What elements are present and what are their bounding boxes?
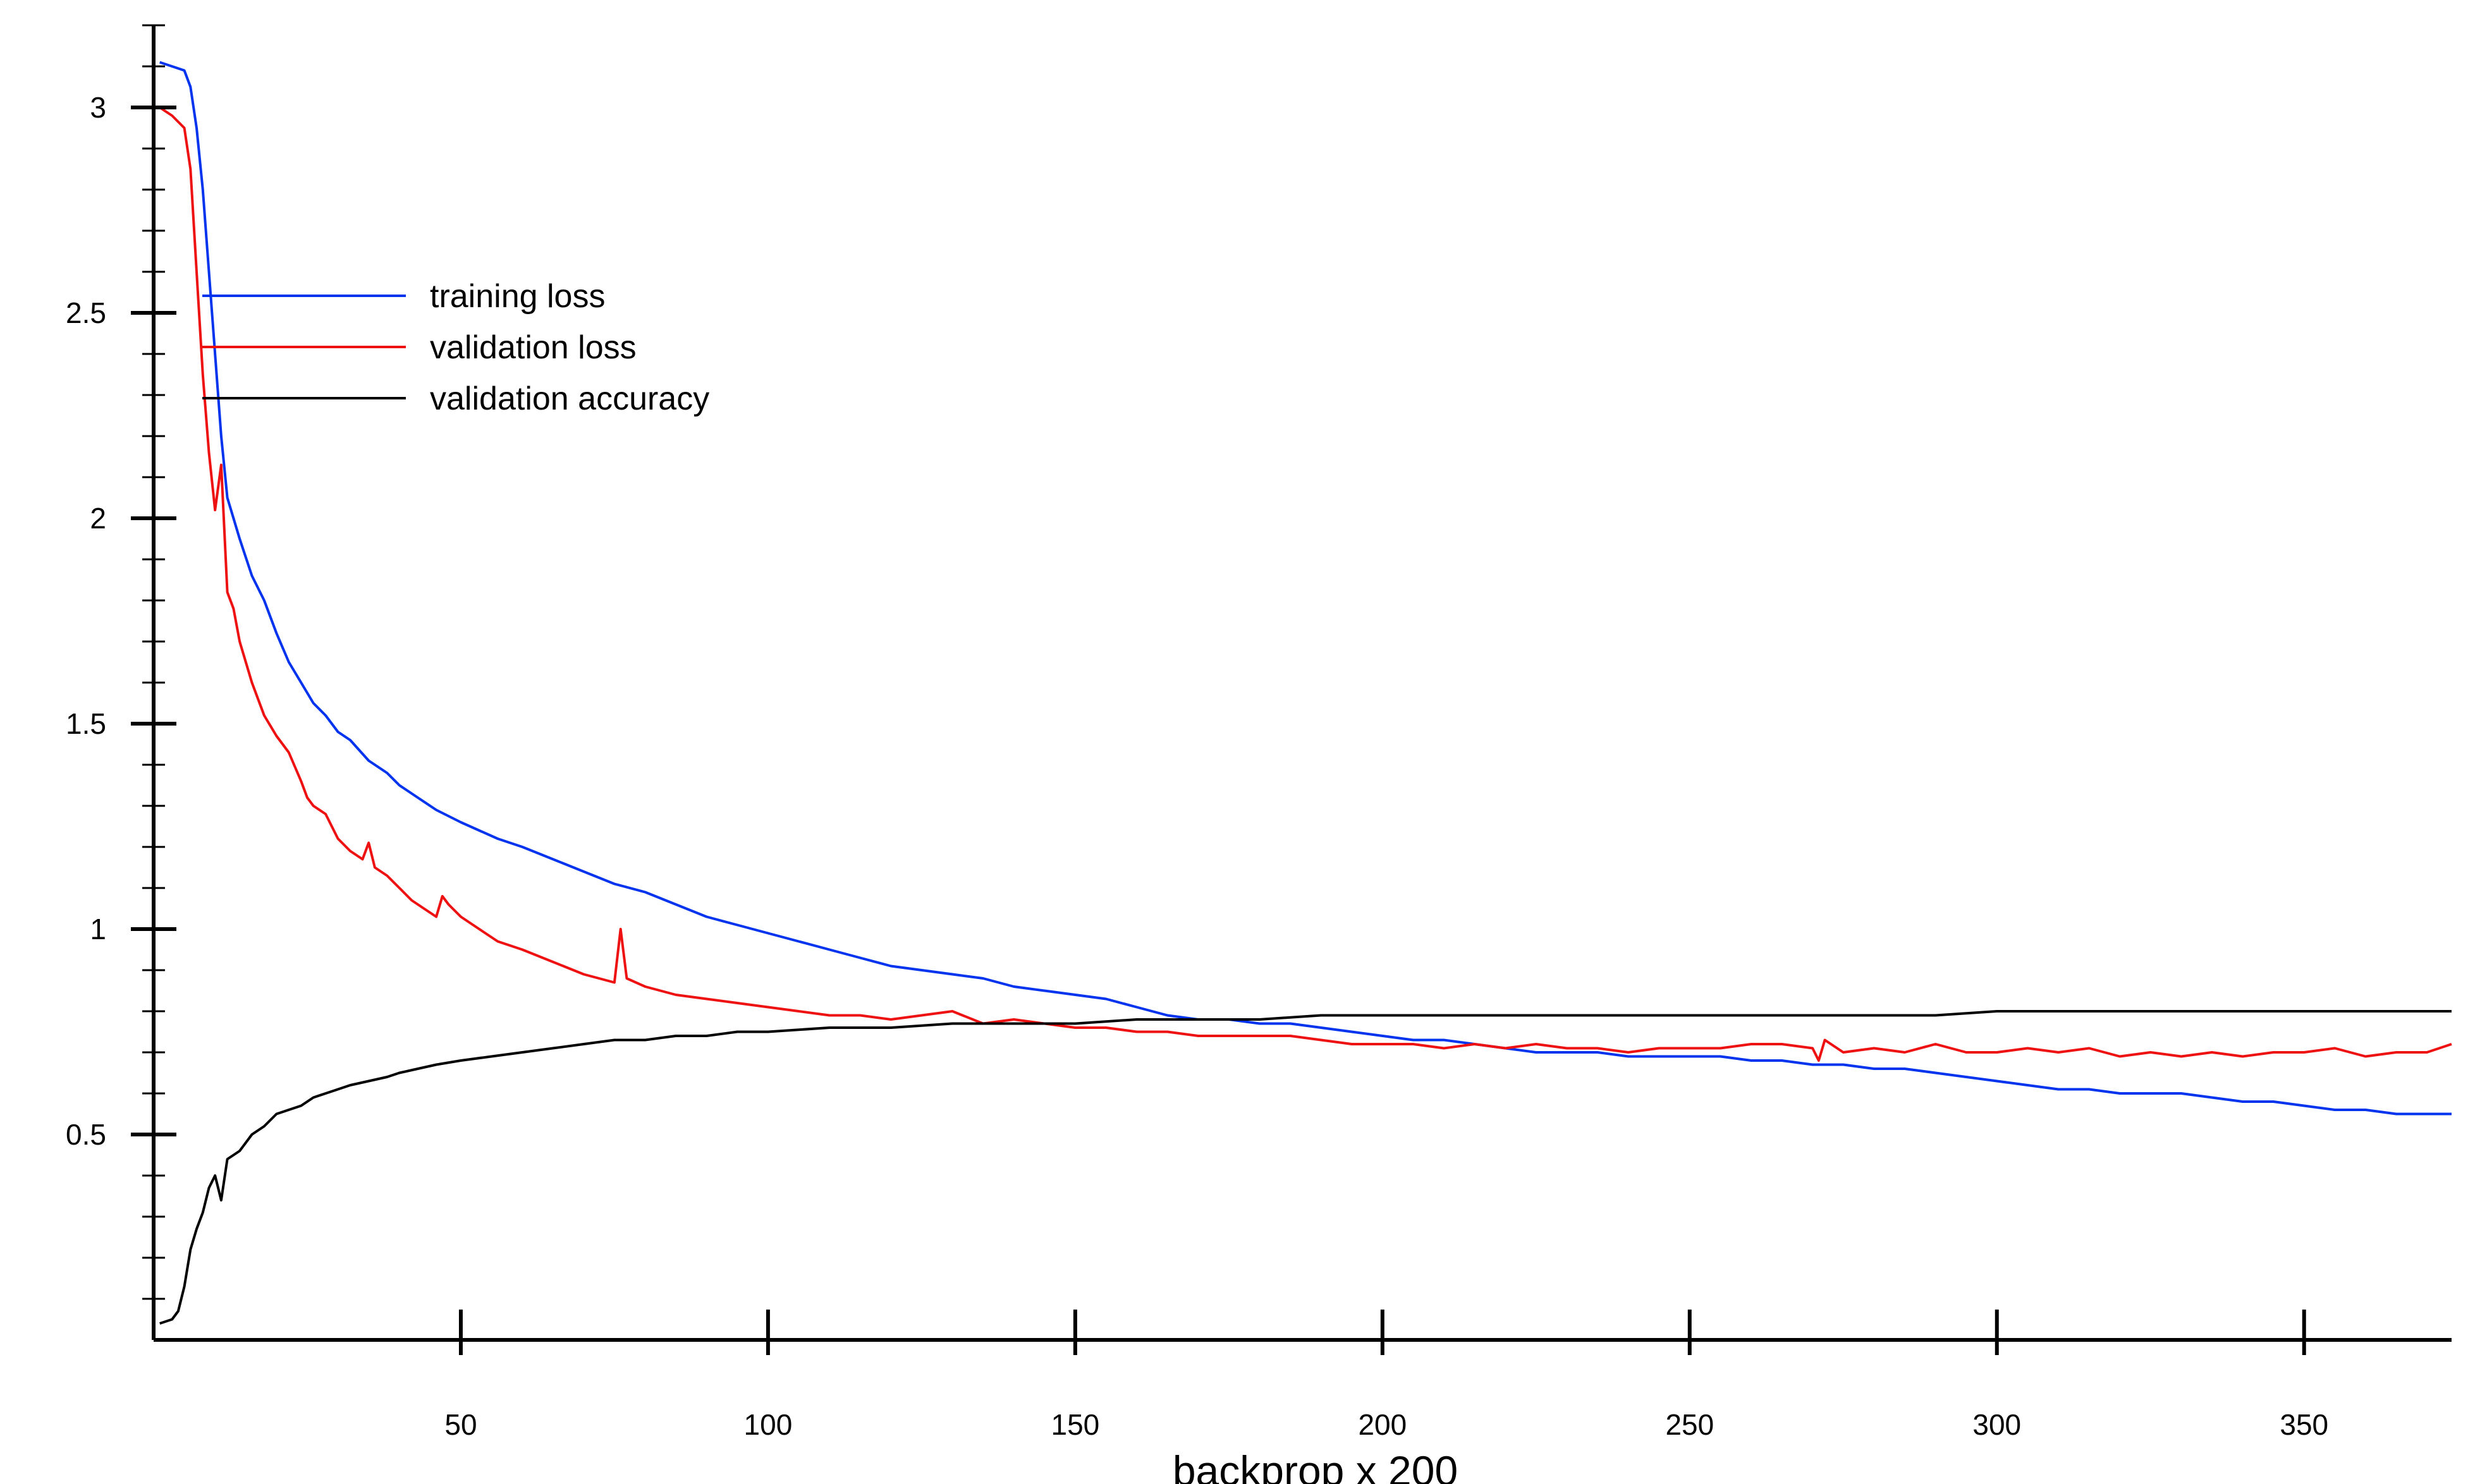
series-line-3 [159,1010,2452,1325]
legend-label: training loss [430,278,605,315]
series-line-2 [159,106,2452,1062]
x-ticks: 50 100 150 200 250 300 350 [444,1310,2328,1441]
legend: training loss validation loss validation a… [202,278,709,417]
x-tick-label: 50 [444,1408,477,1441]
legend-label: validation loss [430,329,637,366]
y-tick-label: 2.5 [66,296,106,329]
series-layer [159,61,2452,1325]
legend-label: validation accuracy [430,380,709,417]
x-tick-label: 350 [2280,1408,2328,1441]
x-tick-label: 250 [1665,1408,1714,1441]
x-tick-label: 300 [1972,1408,2021,1441]
y-tick-label: 0.5 [66,1118,106,1151]
x-tick-label: 150 [1051,1408,1100,1441]
y-tick-label: 2 [90,502,106,535]
x-tick-label: 100 [744,1408,793,1441]
x-axis-title: backprop x 200 [1173,1447,1458,1484]
x-tick-label: 200 [1358,1408,1407,1441]
axes: 0.5 1 1.5 2 2.5 3 50 100 150 200 250 300 350 [66,24,2452,1441]
y-tick-label: 3 [90,91,106,124]
series-line-1 [159,61,2452,1116]
y-tick-label: 1.5 [66,707,106,740]
plot-area [159,61,2452,1325]
y-tick-label: 1 [90,913,106,946]
y-ticks: 0.5 1 1.5 2 2.5 3 [66,24,176,1300]
